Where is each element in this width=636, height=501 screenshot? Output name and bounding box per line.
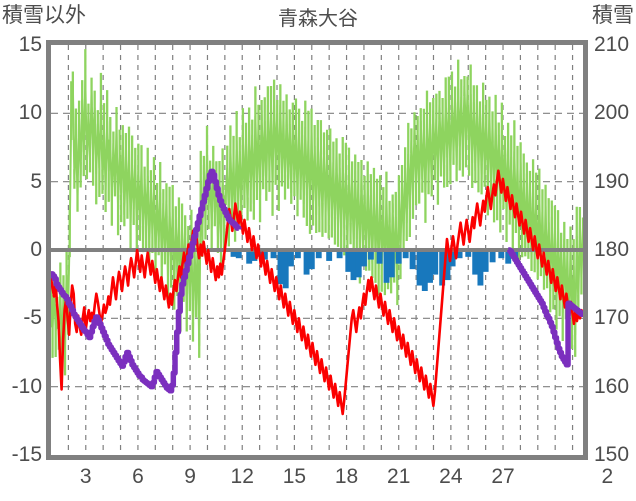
y-tick-left: -5	[23, 306, 42, 330]
blue-bar	[376, 250, 383, 264]
x-tick: 2	[601, 465, 614, 488]
blue-bar	[315, 250, 322, 259]
green-line	[51, 79, 583, 355]
y-tick-right: 200	[594, 101, 630, 125]
blue-bar	[482, 250, 489, 272]
y-tick-left: 5	[30, 169, 42, 193]
blue-bar	[505, 250, 512, 264]
blue-bar	[395, 250, 402, 264]
series-blue	[230, 250, 519, 291]
x-tick: 27	[491, 465, 515, 488]
x-tick: 21	[387, 465, 411, 488]
y-tick-right: 160	[594, 374, 630, 398]
plot-area	[46, 40, 588, 460]
blue-bar	[270, 250, 277, 259]
y-tick-right: 170	[594, 306, 630, 330]
y-tick-right: 180	[594, 238, 630, 261]
blue-bar	[360, 250, 367, 267]
y-tick-left: -10	[11, 374, 42, 398]
blue-bar	[350, 250, 357, 281]
blue-bar	[355, 250, 362, 278]
y-tick-right: 210	[594, 33, 630, 56]
blue-bar	[326, 250, 333, 261]
blue-bar	[246, 250, 253, 264]
blue-bar	[383, 250, 390, 283]
blue-bar	[294, 250, 301, 259]
blue-bar	[472, 250, 479, 275]
blue-bar	[432, 250, 439, 275]
y-tick-left: 10	[18, 101, 42, 125]
blue-bar	[277, 250, 284, 285]
blue-bar	[303, 250, 310, 275]
blue-bar	[449, 250, 456, 267]
blue-bar	[427, 250, 433, 283]
x-tick: 6	[132, 465, 144, 488]
y-tick-left: -15	[11, 443, 42, 466]
blue-bar	[498, 250, 505, 259]
x-tick: 15	[282, 465, 307, 488]
x-tick: 3	[79, 465, 92, 488]
blue-bar	[465, 250, 472, 257]
blue-bar	[282, 250, 289, 289]
blue-bar	[489, 250, 496, 263]
series-purple-segment-1	[507, 247, 583, 368]
blue-bar	[336, 250, 343, 259]
x-tick: 18	[334, 465, 359, 488]
blue-bar	[287, 250, 294, 267]
blue-bar	[251, 250, 258, 261]
series-purple-segment-0	[51, 168, 242, 394]
blue-bar	[421, 250, 428, 291]
blue-bar	[444, 250, 451, 281]
blue-bar	[388, 250, 395, 278]
chart-svg	[51, 45, 583, 455]
blue-bar	[261, 250, 268, 260]
blue-bar	[477, 250, 484, 286]
series-red	[51, 169, 583, 416]
y-tick-right: 150	[594, 443, 630, 466]
x-tick: 24	[439, 465, 463, 488]
chart-title: 青森大谷	[278, 8, 358, 30]
blue-bar	[230, 250, 237, 257]
blue-bar	[439, 250, 446, 286]
blue-bar	[409, 250, 416, 270]
plot-canvas	[51, 45, 583, 455]
left-axis-title: 積雪以外	[2, 4, 86, 27]
right-axis-title: 積雪	[592, 4, 634, 27]
y-tick-left: 0	[30, 238, 42, 261]
y-tick-right: 190	[594, 169, 630, 193]
blue-bar	[308, 250, 315, 270]
y-tick-left: 15	[18, 33, 42, 56]
blue-bar	[456, 250, 463, 259]
blue-bar	[367, 250, 374, 260]
blue-bar	[235, 250, 242, 259]
x-tick: 9	[184, 465, 196, 488]
blue-bar	[345, 250, 352, 272]
x-tick: 12	[230, 465, 254, 488]
blue-bar	[402, 250, 409, 259]
blue-bar	[416, 250, 423, 286]
